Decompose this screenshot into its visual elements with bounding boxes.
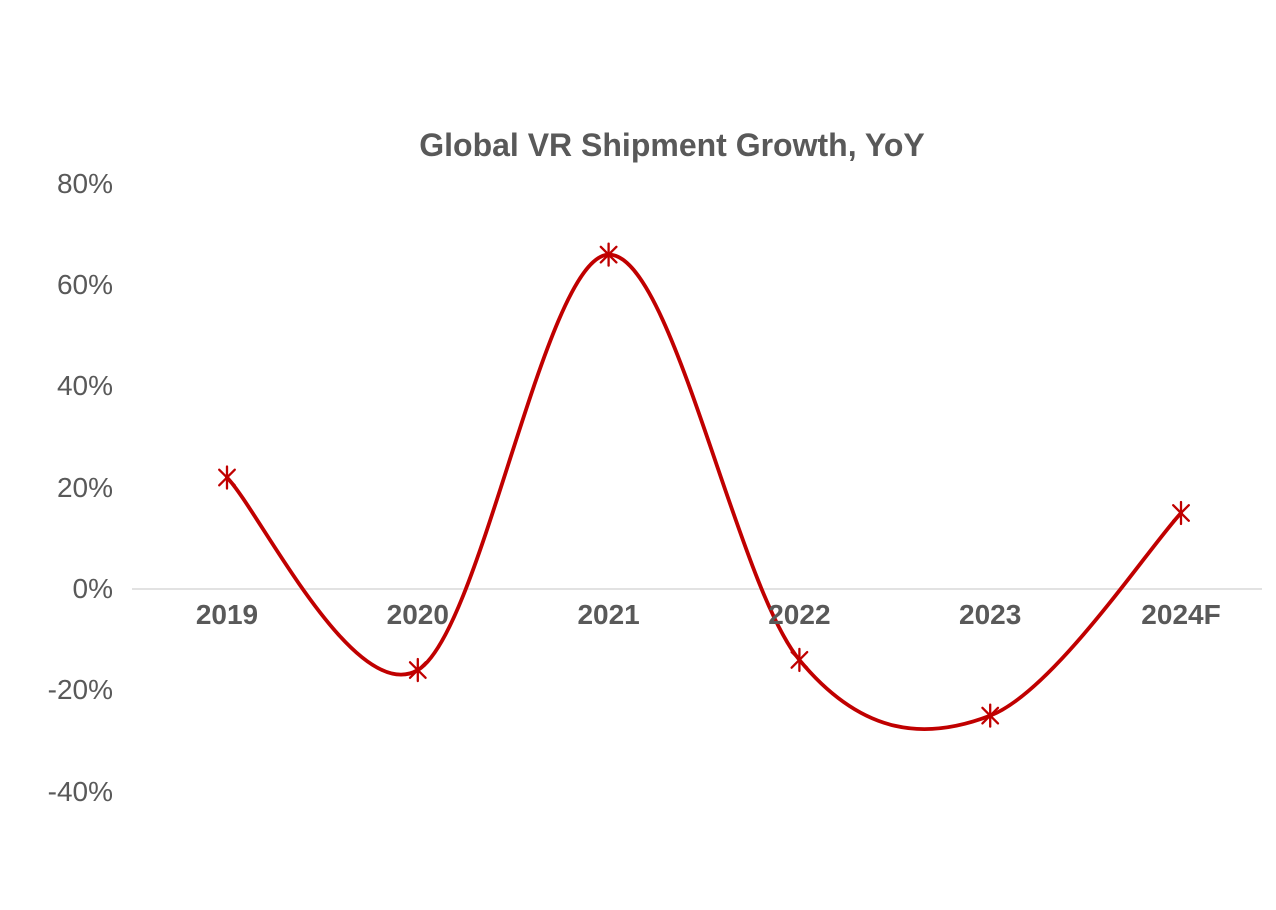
marker-stroke xyxy=(599,245,618,264)
y-tick-label: -40% xyxy=(47,775,113,807)
marker-stroke xyxy=(218,468,236,487)
y-tick-label: 0% xyxy=(72,573,113,604)
data-point-marker xyxy=(790,647,809,673)
y-tick-label: 80% xyxy=(56,167,113,199)
x-tick-label: 2023 xyxy=(959,599,1022,630)
marker-stroke xyxy=(790,650,809,669)
x-tick-label: 2019 xyxy=(195,599,259,630)
x-tick-label: 2024F xyxy=(1141,599,1221,630)
x-tick-label: 2022 xyxy=(768,599,831,630)
data-point-marker xyxy=(218,465,236,490)
x-tick-label: 2020 xyxy=(386,599,449,630)
y-tick-label: -20% xyxy=(47,674,113,706)
data-point-marker xyxy=(981,703,1000,728)
y-tick-label: 20% xyxy=(56,471,113,503)
marker-stroke xyxy=(408,661,427,680)
y-tick-label: 40% xyxy=(56,370,113,402)
data-point-marker xyxy=(599,242,618,267)
y-tick-label: 60% xyxy=(56,269,113,301)
marker-stroke xyxy=(1172,504,1190,522)
data-point-marker xyxy=(1172,500,1190,526)
series-line xyxy=(225,252,1183,731)
chart-title: Global VR Shipment Growth, YoY xyxy=(419,127,925,163)
marker-stroke xyxy=(981,706,1000,725)
data-point-marker xyxy=(408,657,427,683)
x-tick-label: 2021 xyxy=(577,599,640,630)
